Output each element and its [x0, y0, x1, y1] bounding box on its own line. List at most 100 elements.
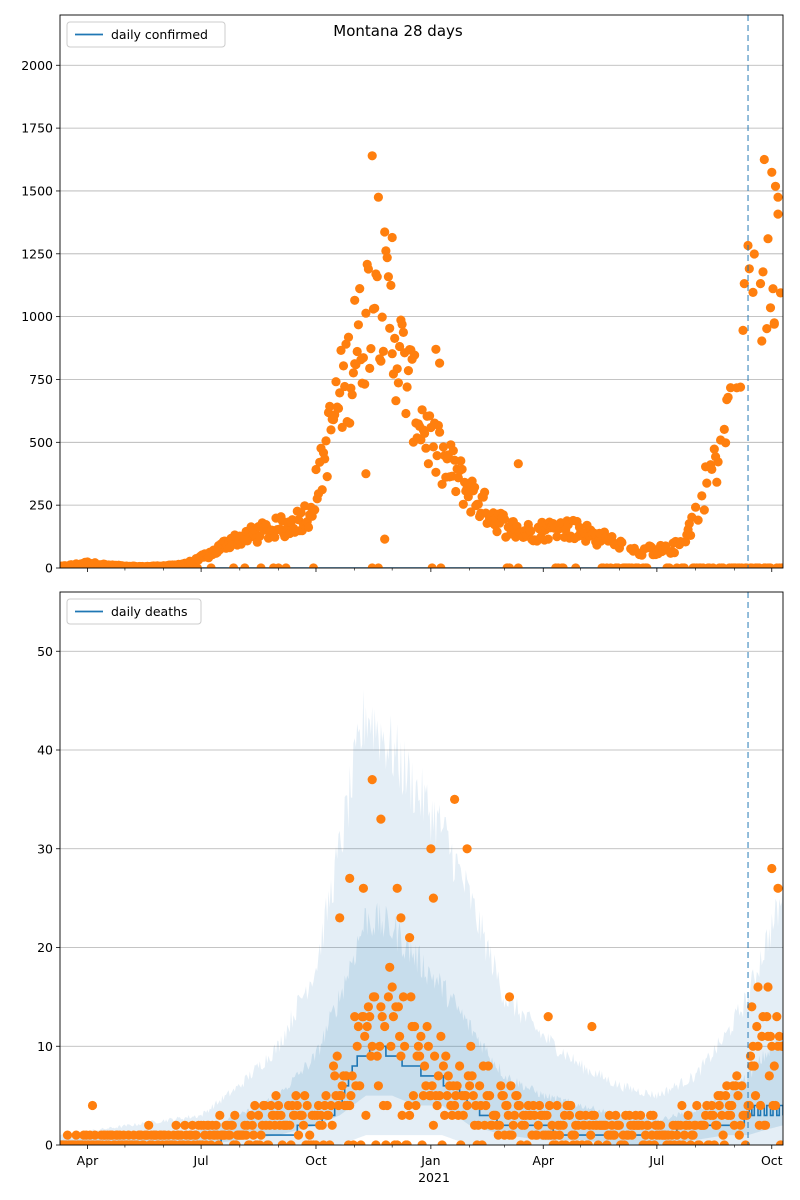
- observed-point: [552, 532, 562, 542]
- observed-point: [415, 1051, 425, 1061]
- observed-point: [764, 1071, 774, 1081]
- observed-point: [451, 486, 461, 497]
- observed-point: [432, 1100, 442, 1111]
- legend-label: daily confirmed: [111, 27, 208, 42]
- observed-point: [398, 992, 408, 1002]
- observed-point: [437, 1140, 447, 1145]
- y-tick-label: 250: [29, 498, 53, 513]
- observed-point: [362, 1021, 372, 1032]
- observed-point: [377, 312, 387, 322]
- observed-point: [352, 346, 362, 357]
- y-tick-label: 50: [37, 644, 53, 659]
- observed-point: [722, 1081, 732, 1091]
- observed-point: [558, 1120, 568, 1130]
- observed-point: [678, 1140, 688, 1145]
- observed-point: [735, 382, 746, 392]
- observed-point: [263, 1140, 274, 1145]
- observed-point: [767, 863, 777, 874]
- observed-point: [321, 436, 331, 446]
- observed-point: [335, 913, 345, 923]
- observed-point: [506, 1081, 516, 1091]
- observed-point: [778, 1041, 783, 1051]
- observed-point: [744, 264, 754, 274]
- observed-point: [468, 1091, 478, 1101]
- observed-point: [380, 1021, 390, 1032]
- x-tick-label: Oct: [761, 1153, 783, 1168]
- observed-point: [227, 1120, 237, 1130]
- observed-point: [753, 1041, 763, 1051]
- observed-point: [323, 1110, 334, 1120]
- observed-point: [699, 1120, 709, 1130]
- observed-point: [405, 1110, 415, 1120]
- observed-point: [361, 469, 371, 479]
- y-tick-label: 2000: [21, 58, 53, 73]
- observed-point: [405, 933, 415, 943]
- observed-point: [391, 396, 401, 406]
- observed-point: [450, 1100, 460, 1111]
- y-tick-label: 1500: [21, 183, 53, 198]
- observed-point: [526, 526, 536, 536]
- observed-point: [361, 308, 371, 318]
- y-tick-label: 0: [45, 561, 53, 576]
- observed-point: [619, 1140, 629, 1145]
- observed-point: [386, 280, 396, 290]
- observed-point: [491, 1110, 501, 1120]
- observed-point: [498, 1091, 508, 1101]
- observed-point: [383, 272, 393, 282]
- observed-point: [504, 563, 515, 568]
- observed-point: [739, 279, 749, 289]
- observed-point: [343, 332, 354, 342]
- observed-point: [253, 1110, 264, 1120]
- observed-point: [427, 1081, 437, 1091]
- observed-point: [466, 1041, 476, 1051]
- observed-point: [296, 508, 306, 518]
- observed-point: [270, 532, 280, 542]
- observed-point: [542, 1110, 552, 1120]
- observed-point: [513, 459, 523, 469]
- observed-point: [480, 487, 490, 497]
- observed-point: [246, 1110, 256, 1120]
- observed-point: [769, 319, 779, 329]
- observed-point: [241, 1130, 251, 1140]
- observed-point: [508, 1120, 518, 1130]
- observed-point: [775, 288, 783, 298]
- observed-point: [708, 1110, 718, 1120]
- observed-point: [699, 505, 709, 515]
- axes-frame: [59, 591, 784, 1146]
- observed-point: [721, 1091, 731, 1101]
- observed-point: [385, 962, 395, 972]
- observed-point: [440, 1110, 450, 1120]
- observed-point: [277, 1140, 287, 1145]
- observed-point: [426, 844, 436, 854]
- observed-point: [397, 1110, 407, 1120]
- observed-point: [430, 1051, 440, 1061]
- observed-point: [672, 1130, 682, 1140]
- observed-point: [377, 1012, 387, 1022]
- observed-point: [443, 1071, 453, 1081]
- observed-point: [514, 1100, 525, 1111]
- observed-point: [483, 1061, 493, 1071]
- observed-point: [494, 1120, 505, 1130]
- observed-point: [456, 1140, 466, 1145]
- observed-point: [763, 982, 773, 992]
- observed-point: [681, 537, 691, 547]
- observed-point: [765, 303, 776, 313]
- uncertainty-band-inner: [60, 902, 783, 1145]
- observed-point: [392, 1140, 402, 1145]
- observed-point: [248, 1130, 259, 1140]
- observed-point: [767, 167, 777, 177]
- observed-point: [62, 1130, 73, 1140]
- observed-point: [431, 467, 441, 477]
- observed-point: [661, 541, 671, 551]
- observed-point: [297, 1110, 307, 1120]
- observed-point: [702, 478, 712, 488]
- observed-point: [750, 1091, 761, 1101]
- observed-point: [432, 451, 442, 461]
- observed-point: [752, 1021, 762, 1032]
- observed-point: [475, 1081, 485, 1091]
- observed-point: [636, 1110, 646, 1120]
- observed-point: [712, 1120, 722, 1130]
- observed-point: [765, 1031, 776, 1041]
- observed-point: [561, 1140, 571, 1145]
- observed-point: [589, 1110, 600, 1120]
